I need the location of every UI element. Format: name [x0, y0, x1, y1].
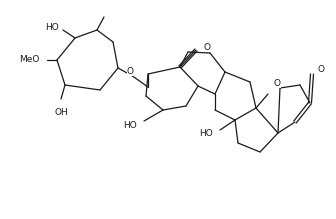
Text: HO: HO — [45, 23, 59, 32]
Text: HO: HO — [123, 120, 137, 129]
Text: O: O — [203, 42, 210, 51]
Text: O: O — [318, 65, 325, 74]
Text: HO: HO — [199, 129, 213, 138]
Text: O: O — [126, 67, 133, 76]
Text: O: O — [274, 78, 281, 88]
Text: MeO: MeO — [18, 55, 39, 65]
Text: OH: OH — [54, 108, 68, 117]
